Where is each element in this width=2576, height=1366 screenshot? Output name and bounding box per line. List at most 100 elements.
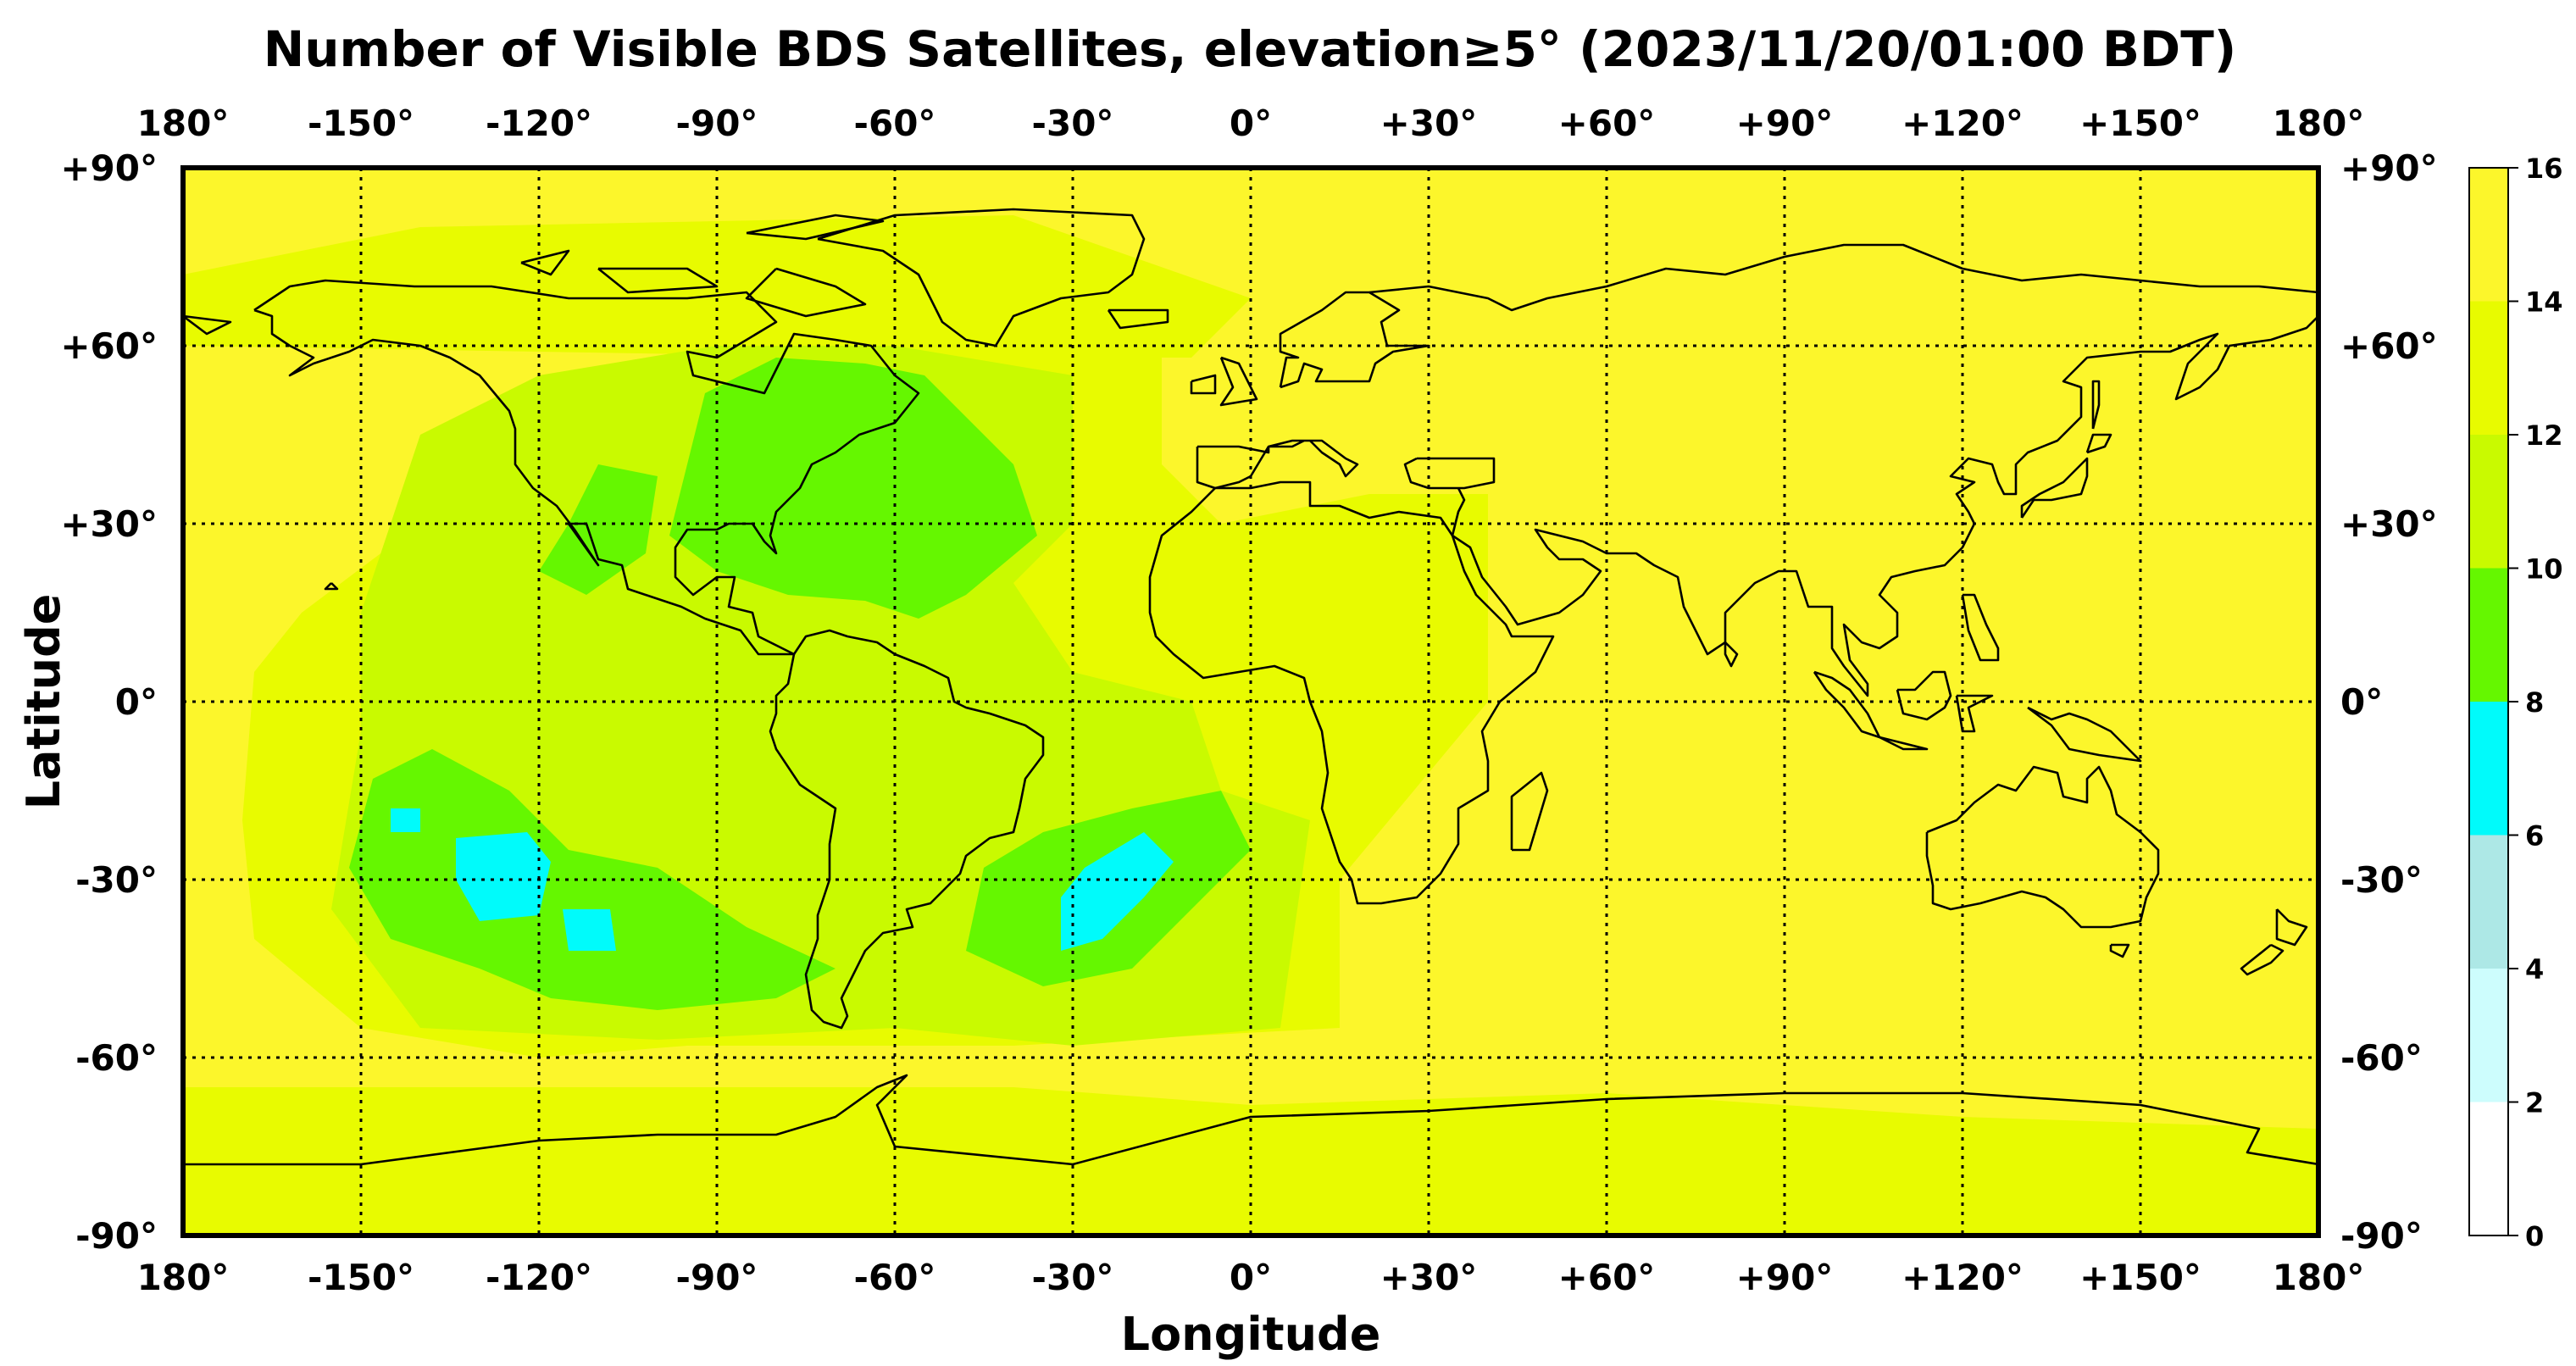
colorbar-segment [2469, 301, 2508, 435]
x-tick-label-top: +30° [1380, 103, 1478, 144]
x-tick-label-top: -90° [676, 103, 758, 144]
x-tick-label-bottom: +120° [1901, 1257, 2024, 1298]
colorbar: 0 2 4 6 8 10 12 14 16 [2468, 153, 2563, 1252]
x-tick-label-top: 180° [137, 103, 230, 144]
coastline-27 [2027, 706, 2142, 763]
colorbar-tick-label: 0 [2525, 1220, 2544, 1252]
coastline-26 [1961, 593, 2000, 662]
x-tick-label-top: +150° [2079, 103, 2201, 144]
heatmap-region-0 [183, 1087, 2318, 1236]
x-tick-label-bottom: 180° [137, 1257, 230, 1298]
coastline-0 [253, 279, 920, 656]
x-tick-label-bottom: 180° [2273, 1257, 2365, 1298]
gridlines [183, 168, 2318, 1236]
coastline-33 [324, 582, 339, 591]
y-tick-label-left: -90° [75, 1215, 158, 1257]
y-tick-label-left: -30° [75, 859, 158, 901]
map-plot-area [180, 165, 2321, 1238]
x-tick-label-bottom: 0° [1230, 1257, 1272, 1298]
colorbar-tick-label: 12 [2525, 419, 2563, 452]
coastline-14 [1368, 243, 2318, 312]
coastline-24 [1896, 670, 1952, 721]
x-tick-labels-top: 180° -150° -120° -90° -60° -30° 0° +30° +60° +90°… [137, 103, 2365, 144]
coastline-30 [2275, 908, 2308, 947]
coastline-8 [1219, 356, 1258, 407]
y-tick-label-right: 0° [2340, 681, 2383, 723]
coastline-5 [520, 249, 570, 276]
y-tick-label-left: -60° [75, 1037, 158, 1079]
colorbar-tick-label: 14 [2525, 286, 2563, 319]
y-tick-label-right: -90° [2340, 1215, 2423, 1257]
colorbar-segment [2469, 702, 2508, 836]
coastline-21 [1724, 641, 1739, 668]
colorbar-segment [2469, 435, 2508, 569]
colorbar-tick-label: 8 [2525, 686, 2544, 719]
x-tick-label-top: -120° [486, 103, 592, 144]
colorbar-segment [2469, 168, 2508, 302]
y-tick-label-left: 0° [115, 681, 158, 723]
colorbar-segment [2469, 969, 2508, 1102]
x-tick-label-top: -30° [1032, 103, 1114, 144]
heatmap-region-11 [1061, 832, 1174, 951]
x-tick-label-bottom: -30° [1032, 1257, 1114, 1298]
heatmap-regions [183, 215, 2318, 1236]
coastline-20 [2091, 380, 2101, 430]
colorbar-segment [2469, 835, 2508, 969]
y-tick-labels-right: +90° +60° +30° 0° -30° -60° -90° [2340, 147, 2438, 1257]
y-axis-label: Latitude [17, 594, 70, 810]
coastline-10 [1196, 439, 1359, 490]
coastline-18 [2020, 457, 2089, 519]
y-tick-label-left: +60° [60, 325, 158, 367]
coastline-28 [1925, 765, 2160, 929]
coastline-31 [2240, 943, 2285, 976]
coastline-12 [1510, 771, 1549, 852]
coastline-2 [817, 208, 1146, 347]
coastline-6 [745, 267, 867, 318]
x-tick-label-top: -150° [308, 103, 414, 144]
colorbar-tick-label: 10 [2525, 553, 2563, 586]
y-tick-label-left: +30° [60, 503, 158, 545]
colorbar-segment [2469, 568, 2508, 702]
x-tick-label-bottom: +30° [1380, 1257, 1478, 1298]
coastline-3 [746, 214, 885, 241]
heatmap-region-6 [349, 749, 836, 1010]
coastline-7 [1107, 308, 1169, 330]
coastline-9 [1190, 374, 1217, 395]
y-tick-label-right: +90° [2340, 147, 2438, 189]
x-tick-label-bottom: +60° [1558, 1257, 1656, 1298]
heatmap-region-10 [391, 808, 420, 832]
coastline-25 [1955, 694, 1994, 733]
colorbar-tick-label: 6 [2525, 820, 2544, 852]
x-tick-label-bottom: -90° [676, 1257, 758, 1298]
coastline-16 [1451, 315, 2318, 697]
y-tick-label-right: +60° [2340, 325, 2438, 367]
x-tick-label-bottom: -120° [486, 1257, 592, 1298]
map-frame [180, 165, 2321, 1238]
x-tick-label-top: +90° [1736, 103, 1834, 144]
x-tick-label-bottom: +150° [2079, 1257, 2201, 1298]
x-tick-label-top: +120° [1901, 103, 2024, 144]
x-tick-label-top: 0° [1230, 103, 1272, 144]
x-tick-label-top: 180° [2273, 103, 2365, 144]
heatmap-region-9 [563, 909, 616, 951]
x-tick-label-top: +60° [1558, 103, 1656, 144]
colorbar-tick-label: 16 [2525, 153, 2563, 185]
colorbar-segment [2469, 1102, 2508, 1236]
y-tick-label-left: +90° [60, 147, 158, 189]
x-tick-label-bottom: -150° [308, 1257, 414, 1298]
colorbar-tick-label: 2 [2525, 1087, 2544, 1119]
chart-title: Number of Visible BDS Satellites, elevat… [264, 20, 2237, 78]
y-tick-labels-left: +90° +60° +30° 0° -30° -60° -90° [60, 147, 158, 1257]
coastline-19 [2085, 433, 2112, 454]
heatmap-region-4 [669, 358, 1037, 619]
coastline-29 [2109, 943, 2130, 958]
x-tick-label-bottom: -60° [854, 1257, 936, 1298]
coastline-15 [183, 314, 232, 336]
colorbar-tick-label: 4 [2525, 953, 2544, 986]
coastline-4 [597, 267, 719, 294]
x-tick-labels-bottom: 180° -150° -120° -90° -60° -30° 0° +30° +60° +90°… [137, 1257, 2365, 1298]
y-tick-label-right: -60° [2340, 1037, 2423, 1079]
coastline-1 [769, 629, 1045, 1030]
coastlines [183, 208, 2318, 1166]
